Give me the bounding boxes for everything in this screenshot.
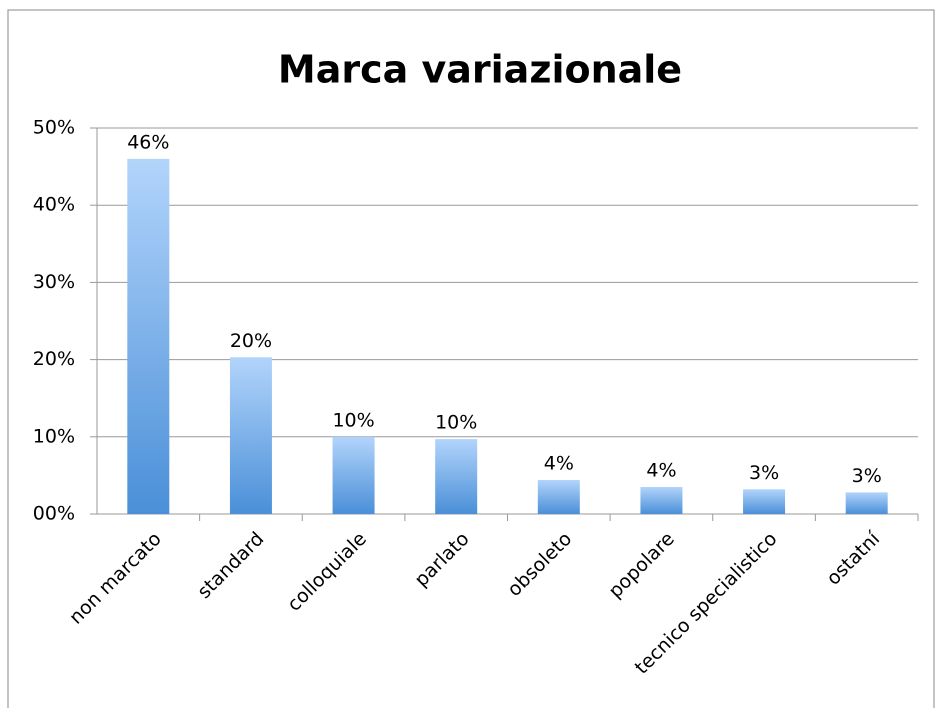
- x-tick-label: non marcato: [65, 528, 166, 629]
- bar: [743, 489, 786, 514]
- y-tick-label: 30%: [33, 271, 75, 293]
- bar: [229, 357, 272, 514]
- y-tick-label: 10%: [33, 425, 75, 447]
- bar: [845, 492, 888, 514]
- x-tick-label: parlato: [410, 528, 473, 591]
- x-tick-label: popolare: [604, 528, 679, 603]
- x-tick-label: colloquiale: [283, 528, 371, 616]
- bar: [537, 480, 580, 514]
- data-label: 46%: [127, 131, 169, 153]
- y-tick-label: 00%: [33, 503, 75, 525]
- chart-title: Marca variazionale: [278, 48, 682, 92]
- x-tick-label: standard: [193, 528, 268, 603]
- data-label: 4%: [646, 459, 676, 481]
- data-label: 20%: [230, 330, 272, 352]
- bar: [332, 436, 375, 514]
- data-label: 10%: [435, 412, 477, 434]
- y-tick-label: 20%: [33, 348, 75, 370]
- bar: [435, 439, 478, 514]
- y-tick-label: 50%: [33, 117, 75, 139]
- data-label: 10%: [332, 409, 374, 431]
- x-tick-label: ostatní: [822, 527, 884, 589]
- y-tick-label: 40%: [33, 194, 75, 216]
- bar: [640, 486, 683, 514]
- data-label: 3%: [852, 465, 882, 487]
- bar: [127, 158, 170, 514]
- x-tick-label: obsoleto: [503, 528, 576, 601]
- data-label: 3%: [749, 462, 779, 484]
- data-label: 4%: [544, 453, 574, 475]
- chart-frame: [7, 9, 935, 708]
